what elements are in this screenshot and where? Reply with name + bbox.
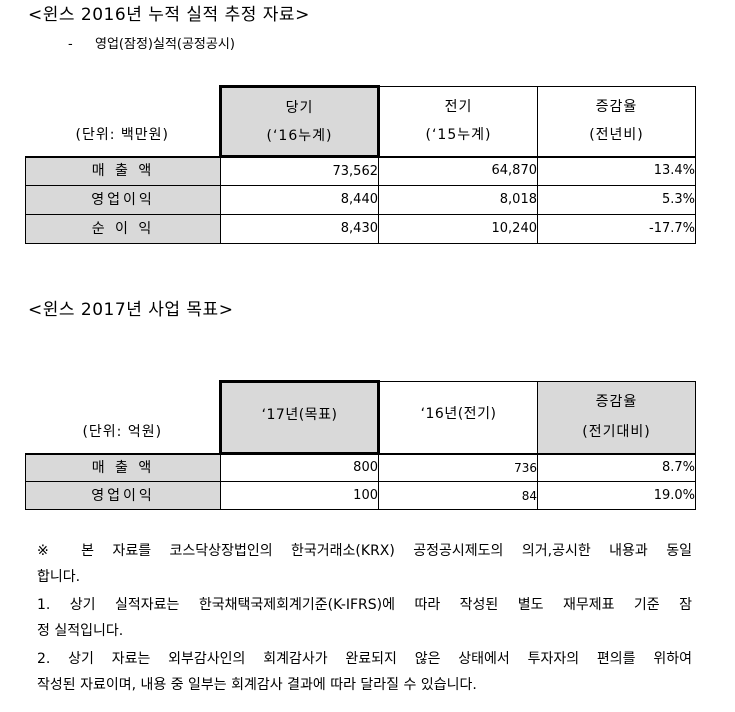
- current-value: 8,440: [220, 185, 379, 215]
- header-label: 전기: [444, 99, 473, 116]
- note-line: 2. 상기 자료는 외부감사인의 회계감사가 완료되지 않은 상태에서 투자자의…: [37, 651, 692, 667]
- header-previous-period: 전기 (‘15누계): [378, 86, 538, 158]
- section1-subtitle: - 영업(잠정)실적(공정공시): [68, 36, 235, 54]
- business-target-2017-table: (단위: 억원) ‘17년(목표) ‘16년(전기) 증감율 (전기대비) 매 …: [25, 380, 696, 510]
- unit-label: (단위: 억원): [82, 424, 163, 440]
- change-rate-value: 8.7%: [537, 453, 696, 482]
- previous-value: 10,240: [378, 214, 538, 244]
- target-value: 800: [220, 453, 379, 482]
- header-current-period: 당기 (‘16누계): [219, 85, 380, 158]
- disclaimer-notes: ※ 본 자료를 코스닥상장법인의 한국거래소(KRX) 공정공시제도의 의거,공…: [37, 538, 692, 700]
- header-label: 증감율: [595, 394, 638, 411]
- section2-title: <윈스 2017년 사업 목표>: [28, 300, 234, 320]
- previous-value: 64,870: [378, 156, 538, 186]
- previous-value: 736: [378, 453, 538, 482]
- header-label: 당기: [285, 99, 314, 116]
- target-value: 100: [220, 481, 379, 510]
- header-sublabel: (전년비): [589, 127, 644, 144]
- note-line: 1. 상기 실적자료는 한국채택국제회계기준(K-IFRS)에 따라 작성된 별…: [37, 597, 692, 613]
- table-row: 순 이 익 8,430 10,240 -17.7%: [25, 214, 696, 244]
- current-value: 8,430: [220, 214, 379, 244]
- subtitle-bullet: -: [68, 37, 73, 52]
- header-target-year: ‘17년(목표): [219, 380, 380, 455]
- table-header-row: (단위: 백만원) 당기 (‘16누계) 전기 (‘15누계) 증감율 (전년비…: [25, 85, 696, 158]
- unit-cell: (단위: 억원): [25, 381, 221, 455]
- note-line: ※ 본 자료를 코스닥상장법인의 한국거래소(KRX) 공정공시제도의 의거,공…: [37, 543, 692, 559]
- header-label: ‘16년(전기): [420, 406, 497, 423]
- note-line: 작성된 자료이며, 내용 중 일부는 회계감사 결과에 따라 달라질 수 있습니…: [37, 677, 477, 693]
- table-header-row: (단위: 억원) ‘17년(목표) ‘16년(전기) 증감율 (전기대비): [25, 380, 696, 455]
- header-sublabel: (‘16누계): [266, 127, 333, 144]
- row-label: 매 출 액: [25, 453, 221, 482]
- performance-2016-table: (단위: 백만원) 당기 (‘16누계) 전기 (‘15누계) 증감율 (전년비…: [25, 85, 696, 244]
- change-rate-value: 13.4%: [537, 156, 696, 186]
- change-rate-value: 5.3%: [537, 185, 696, 215]
- change-rate-value: -17.7%: [537, 214, 696, 244]
- unit-label: (단위: 백만원): [75, 127, 169, 143]
- row-label: 영업이익: [25, 481, 221, 510]
- header-change-rate: 증감율 (전년비): [537, 86, 696, 158]
- header-sublabel: (‘15누계): [425, 127, 492, 144]
- row-label: 순 이 익: [25, 214, 221, 244]
- table-row: 매 출 액 800 736 8.7%: [25, 453, 696, 482]
- note-paragraph: 1. 상기 실적자료는 한국채택국제회계기준(K-IFRS)에 따라 작성된 별…: [37, 592, 692, 644]
- section1-title: <윈스 2016년 누적 실적 추정 자료>: [28, 5, 310, 25]
- table-row: 영업이익 100 84 19.0%: [25, 481, 696, 510]
- table-row: 매 출 액 73,562 64,870 13.4%: [25, 156, 696, 186]
- header-change-rate: 증감율 (전기대비): [537, 381, 696, 455]
- note-line: 정 실적입니다.: [37, 623, 124, 639]
- row-label: 영업이익: [25, 185, 221, 215]
- table-row: 영업이익 8,440 8,018 5.3%: [25, 185, 696, 215]
- note-paragraph: ※ 본 자료를 코스닥상장법인의 한국거래소(KRX) 공정공시제도의 의거,공…: [37, 538, 692, 590]
- header-sublabel: (전기대비): [582, 424, 651, 441]
- subtitle-text: 영업(잠정)실적(공정공시): [95, 37, 235, 52]
- header-previous-year: ‘16년(전기): [378, 381, 538, 455]
- note-line: 합니다.: [37, 569, 81, 585]
- unit-cell: (단위: 백만원): [25, 86, 221, 158]
- previous-value: 84: [378, 481, 538, 510]
- current-value: 73,562: [220, 156, 379, 186]
- row-label: 매 출 액: [25, 156, 221, 186]
- header-label: 증감율: [595, 99, 638, 116]
- change-rate-value: 19.0%: [537, 481, 696, 510]
- note-paragraph: 2. 상기 자료는 외부감사인의 회계감사가 완료되지 않은 상태에서 투자자의…: [37, 646, 692, 698]
- previous-value: 8,018: [378, 185, 538, 215]
- header-label: ‘17년(목표): [261, 406, 338, 423]
